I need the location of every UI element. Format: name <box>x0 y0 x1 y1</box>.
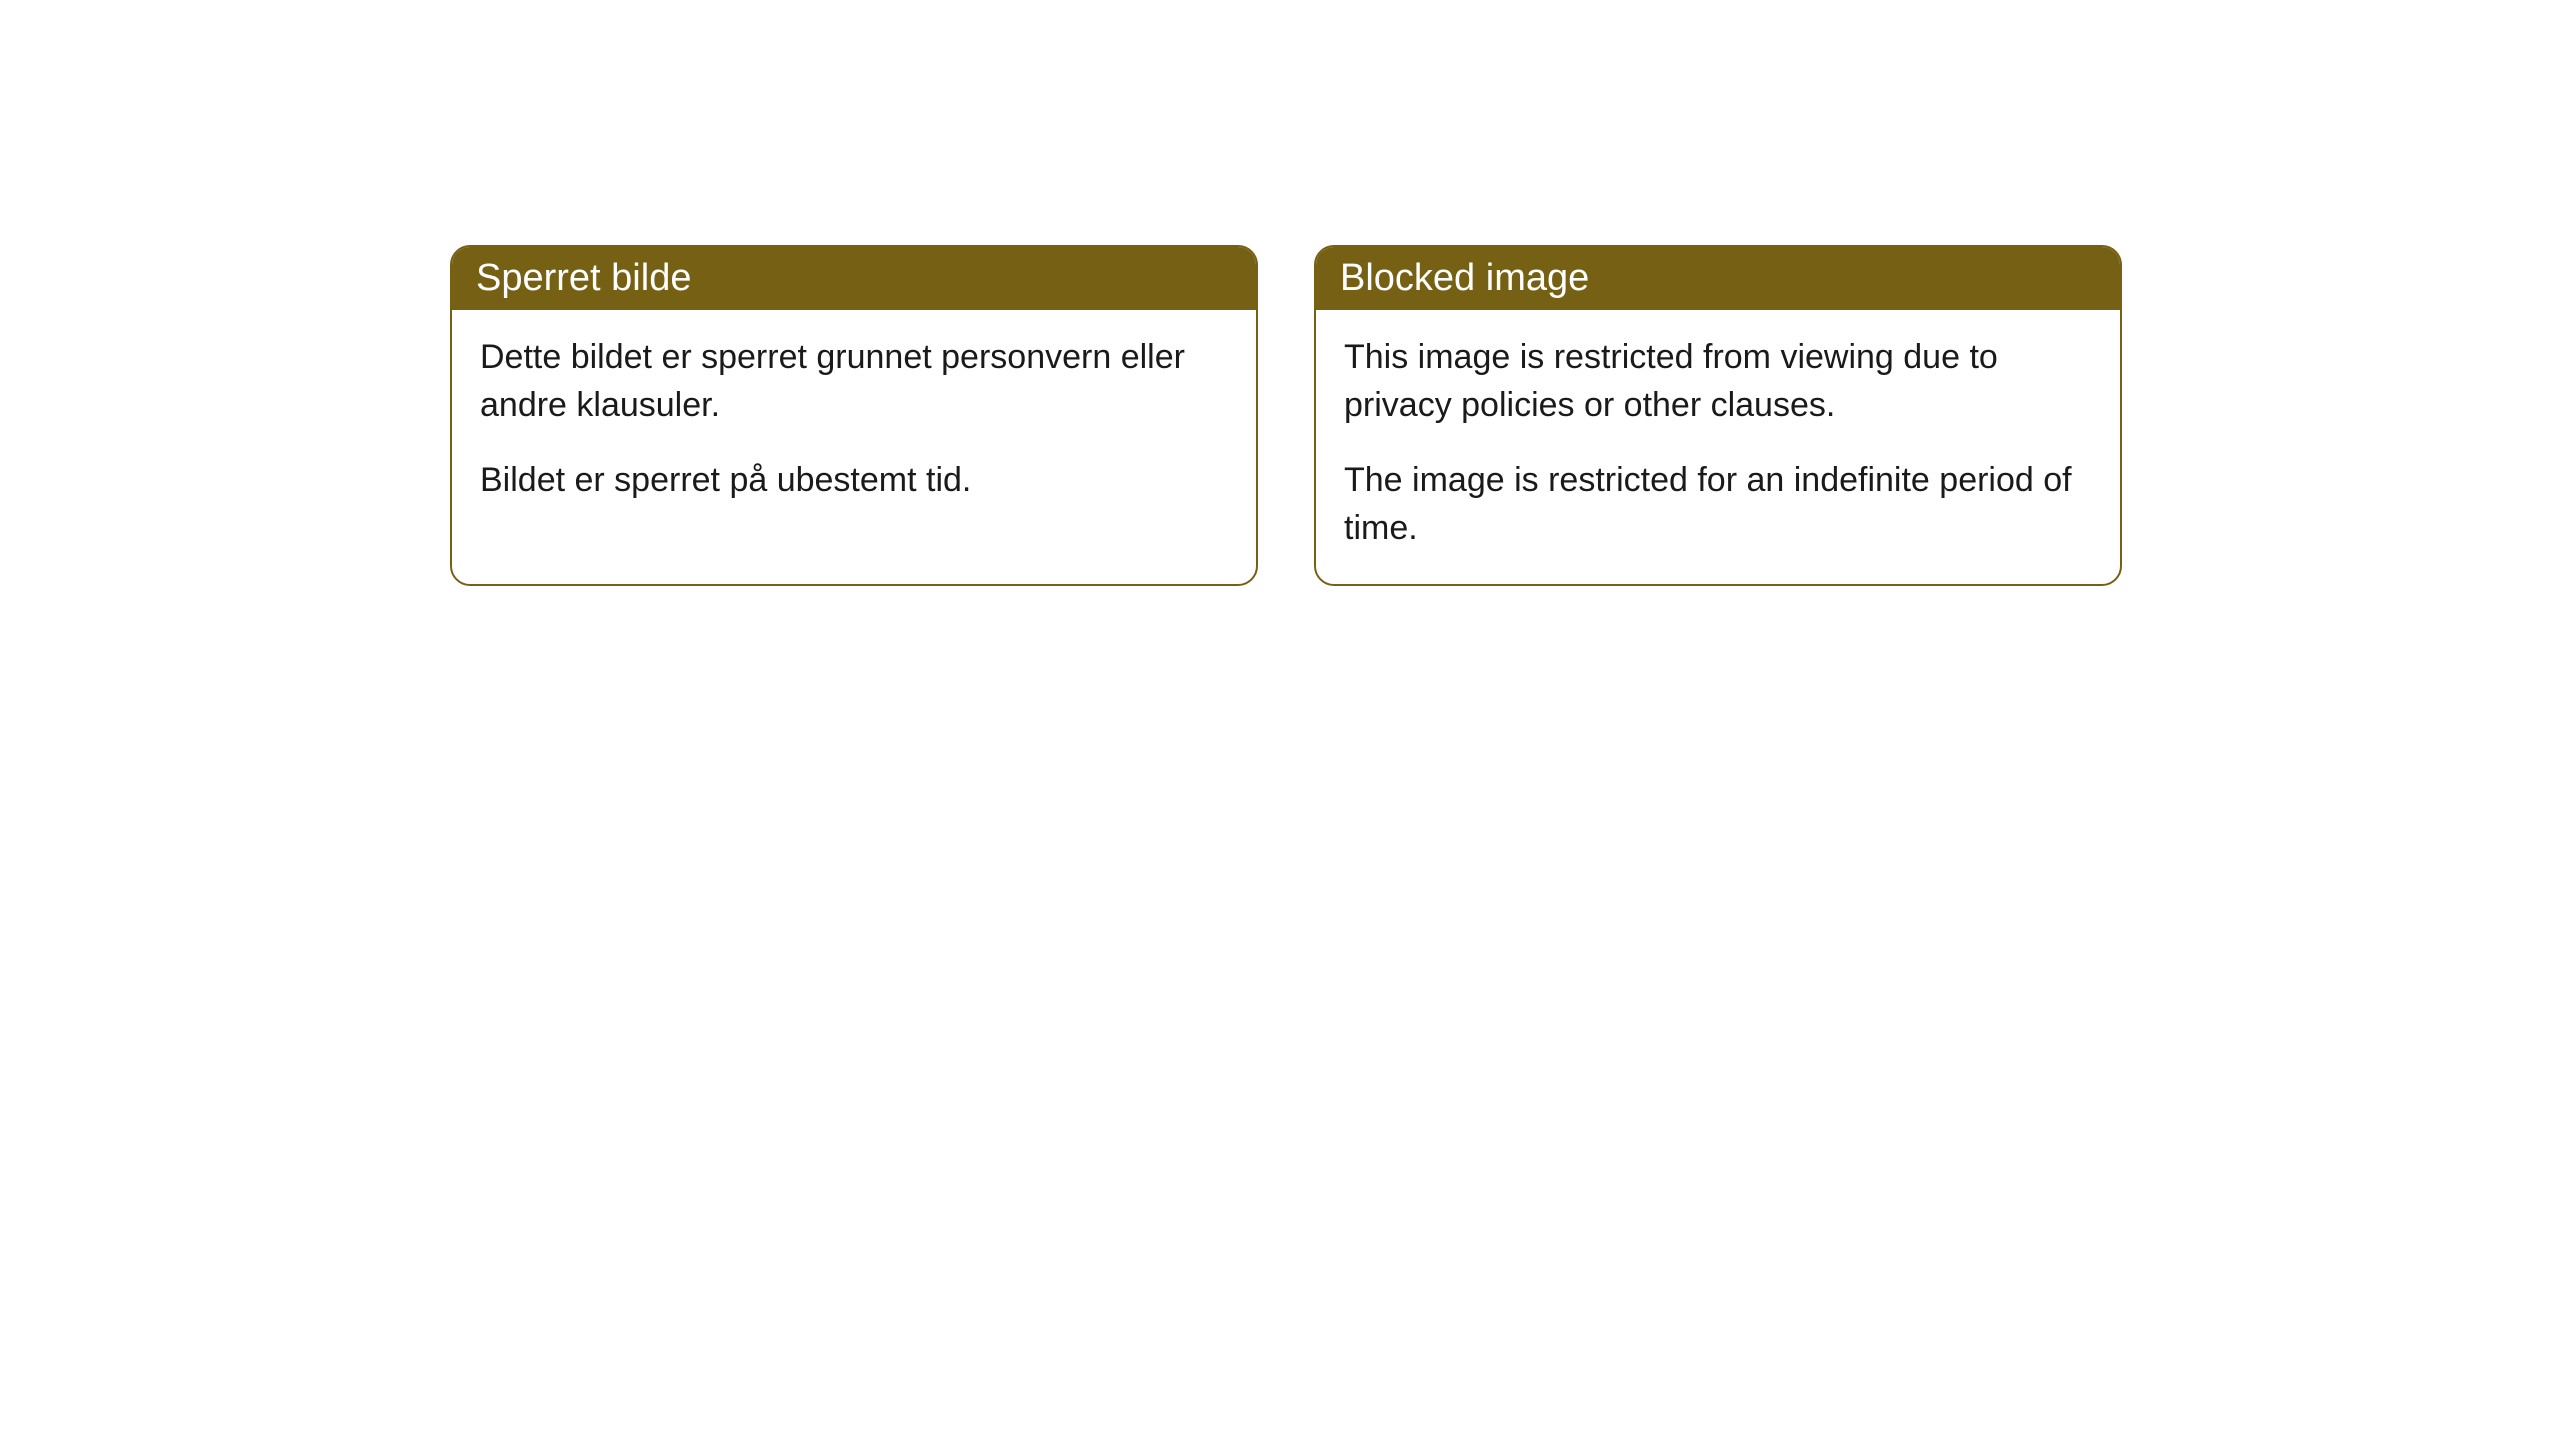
blocked-image-card-english: Blocked image This image is restricted f… <box>1314 245 2122 586</box>
card-body: Dette bildet er sperret grunnet personve… <box>452 310 1256 537</box>
blocked-image-card-norwegian: Sperret bilde Dette bildet er sperret gr… <box>450 245 1258 586</box>
card-paragraph: Bildet er sperret på ubestemt tid. <box>480 457 1228 505</box>
card-header: Sperret bilde <box>452 247 1256 310</box>
card-paragraph: Dette bildet er sperret grunnet personve… <box>480 334 1228 429</box>
card-title: Blocked image <box>1340 257 1589 299</box>
card-paragraph: This image is restricted from viewing du… <box>1344 334 2092 429</box>
card-body: This image is restricted from viewing du… <box>1316 310 2120 584</box>
card-paragraph: The image is restricted for an indefinit… <box>1344 457 2092 552</box>
card-header: Blocked image <box>1316 247 2120 310</box>
cards-container: Sperret bilde Dette bildet er sperret gr… <box>450 245 2122 586</box>
card-title: Sperret bilde <box>476 257 691 299</box>
